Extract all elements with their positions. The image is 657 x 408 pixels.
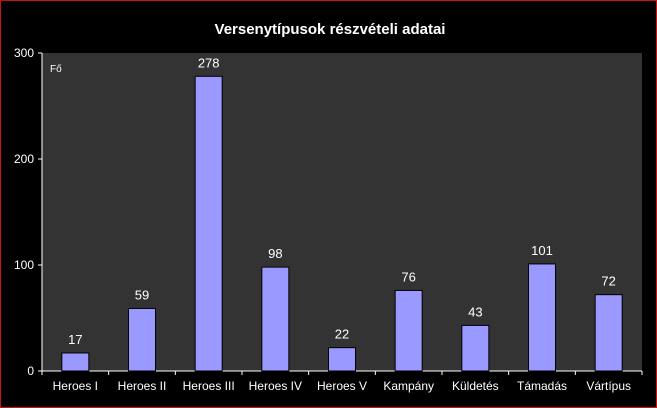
data-label: 72: [601, 274, 615, 289]
data-label: 76: [401, 269, 415, 284]
x-axis-labels: Heroes I Heroes II Heroes III Heroes IV Hero…: [53, 379, 631, 393]
y-axis-unit-label: Fő: [50, 64, 62, 75]
data-label: 59: [135, 287, 149, 302]
data-labels: 17 59 278 98 22 76 43 101 72: [68, 55, 616, 347]
x-tick-label: Heroes III: [183, 379, 235, 393]
data-label: 17: [68, 332, 82, 347]
bar: [61, 352, 90, 372]
bar: [328, 347, 356, 372]
bar: [461, 324, 490, 372]
y-tick-label: 0: [27, 364, 34, 378]
x-tick-label: Küldetés: [452, 379, 499, 393]
bar: [261, 266, 290, 372]
data-label: 98: [268, 246, 282, 261]
bar: [394, 289, 423, 372]
y-tick-label: 300: [14, 46, 34, 60]
bars: [61, 75, 623, 372]
data-label: 22: [335, 327, 349, 342]
x-tick-label: Heroes II: [118, 379, 167, 393]
bar: [194, 75, 223, 372]
y-axis-ticks: 0 100 200 300: [14, 46, 42, 378]
y-tick-label: 100: [14, 258, 34, 272]
data-label: 43: [468, 304, 482, 319]
y-tick-label: 200: [14, 152, 34, 166]
x-tick-label: Heroes I: [53, 379, 98, 393]
data-label: 101: [531, 243, 553, 258]
chart-title: Versenytípusok részvételi adatai: [215, 21, 446, 38]
x-tick-label: Kampány: [383, 379, 434, 393]
bar: [594, 294, 623, 372]
bar: [128, 307, 156, 372]
bar: [528, 263, 556, 372]
data-label: 278: [198, 55, 220, 70]
x-tick-label: Heroes IV: [249, 379, 302, 393]
x-tick-label: Vártípus: [586, 379, 631, 393]
x-tick-label: Heroes V: [317, 379, 367, 393]
x-tick-label: Támadás: [517, 379, 567, 393]
